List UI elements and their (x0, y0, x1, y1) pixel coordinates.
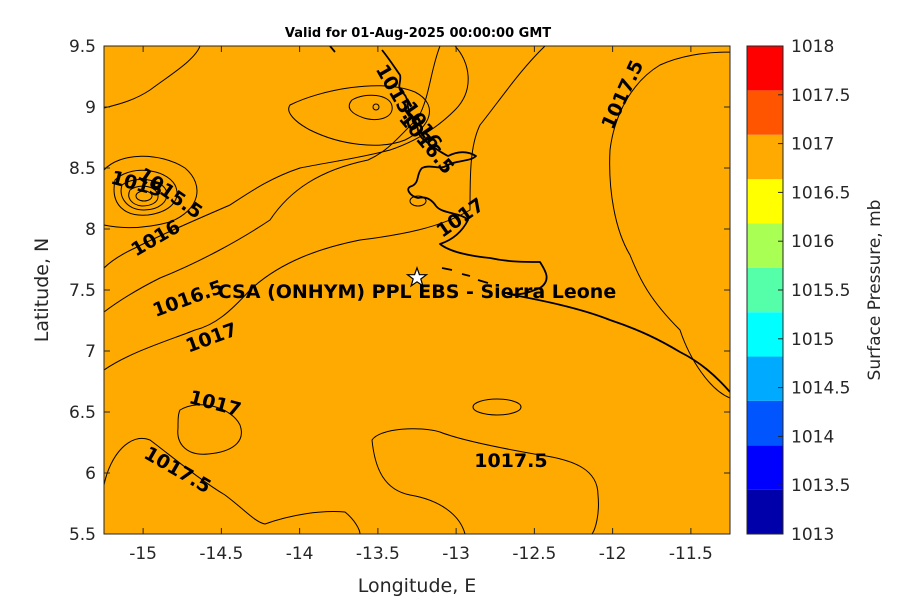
colorbar-tick-label: 1017.5 (791, 86, 850, 106)
y-axis-label: Latitude, N (31, 238, 53, 343)
colorbar-tick-label: 1015.5 (791, 281, 850, 301)
field-1017-blob (409, 195, 427, 207)
station-star-icon (405, 265, 429, 288)
colorbar-tick-label: 1016 (791, 232, 834, 252)
field-1017-5-east (609, 46, 730, 399)
field-1017-5-south (371, 428, 599, 534)
x-tick-label: -11.5 (669, 544, 713, 564)
colorbar-segment (747, 90, 783, 135)
colorbar-ticks: 1013 1013.5 1014 1014.5 1015 1015.5 1016 1016.5… (778, 37, 850, 545)
x-tick-label: -14.5 (199, 544, 243, 564)
x-tick-label: -14 (286, 544, 314, 564)
colorbar-segment (747, 267, 783, 313)
colorbar-tick-label: 1015 (791, 330, 834, 350)
field-1015-north (288, 85, 430, 146)
colorbar-tick-label: 1014.5 (791, 379, 850, 399)
field-1016-5 (104, 46, 546, 371)
colorbar-segment (747, 223, 783, 268)
field-1017-5-sw (104, 438, 361, 534)
map-area: 10151015.510161016.5101710171017.51015.5… (104, 46, 730, 534)
colorbar-segment (747, 179, 783, 224)
field-1014-5-north (348, 94, 393, 120)
y-tick-label: 6 (85, 464, 96, 484)
field-1013-west (135, 190, 153, 202)
y-tick-label: 9 (85, 98, 96, 118)
colorbar-tick-label: 1013.5 (791, 476, 850, 496)
y-tick-label: 7 (85, 342, 96, 362)
field-1015-5 (104, 46, 469, 269)
colorbar-tick-label: 1017 (791, 135, 834, 155)
field-1015-west-b (104, 155, 198, 229)
colorbar-tick-label: 1016.5 (791, 183, 850, 203)
coastline (329, 46, 730, 393)
x-axis-ticks: -15 -14.5 -14 -13.5 -13 -12.5 -12 -11.5 (129, 46, 713, 564)
chart-title: Valid for 01-Aug-2025 00:00:00 GMT (285, 26, 551, 41)
colorbar-segment (747, 134, 783, 180)
x-axis-label: Longitude, E (358, 575, 477, 597)
colorbar-segment (747, 489, 783, 534)
y-tick-label: 9.5 (69, 37, 96, 57)
field-1013-5-west (128, 185, 159, 207)
field-1016 (104, 46, 441, 313)
field-1015-west-a (104, 46, 201, 109)
x-tick-label: -13 (442, 544, 470, 564)
field-1016-5-island (177, 404, 242, 455)
field-1014-5-west (113, 169, 178, 216)
x-tick-label: -13.5 (356, 544, 400, 564)
colorbar-tick-label: 1014 (791, 427, 834, 447)
colorbar-segment (747, 445, 783, 490)
colorbar-segment (747, 356, 783, 401)
field-1017-5-patch (472, 398, 522, 416)
y-axis-ticks: 5.5 6 6.5 7 7.5 8 8.5 9 9.5 (69, 37, 730, 545)
field-1014-west (120, 178, 168, 211)
contour-label: 1017.5 (474, 450, 547, 472)
colorbar-tick-label: 1018 (791, 37, 834, 57)
x-tick-label: -15 (129, 544, 157, 564)
x-tick-label: -12 (599, 544, 627, 564)
field-1014-north (372, 103, 380, 111)
y-tick-label: 7.5 (69, 281, 96, 301)
colorbar-segment (747, 400, 783, 446)
y-tick-label: 8 (85, 220, 96, 240)
colorbar (746, 45, 784, 535)
colorbar-segment (747, 46, 783, 91)
colorbar-segment (747, 312, 783, 357)
colorbar-label: Surface Pressure, mb (865, 200, 885, 381)
y-tick-label: 8.5 (69, 159, 96, 179)
colorbar-tick-label: 1013 (791, 525, 834, 545)
x-tick-label: -12.5 (512, 544, 556, 564)
y-tick-label: 6.5 (69, 403, 96, 423)
coast-islands (441, 267, 489, 284)
station-label: CSA (ONHYM) PPL EBS - Sierra Leone (218, 281, 616, 303)
y-tick-label: 5.5 (69, 525, 96, 545)
